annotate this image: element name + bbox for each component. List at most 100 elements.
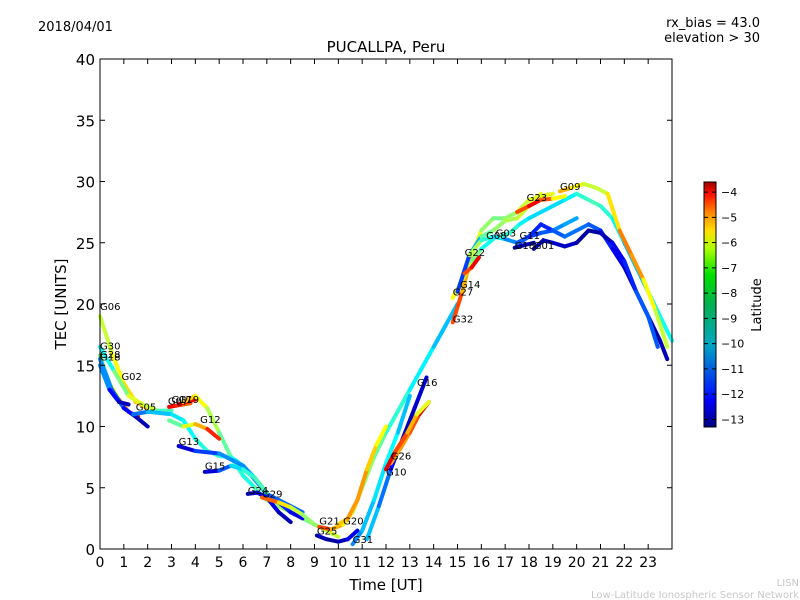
series-segment: [372, 430, 388, 460]
series-segment: [586, 197, 603, 208]
series-segment: [202, 468, 222, 474]
x-tick-label: 4: [191, 555, 200, 571]
satellite-label: G06: [100, 302, 120, 313]
series-g30: [98, 353, 141, 419]
y-tick-label: 5: [85, 480, 95, 498]
colorbar-tick-label: −5: [721, 211, 737, 224]
series-segment: [605, 191, 622, 233]
x-tick-label: 8: [286, 555, 295, 571]
series-segment: [193, 393, 210, 411]
series-segment: [407, 412, 422, 435]
series-segment: [241, 473, 257, 490]
series-g21: [317, 302, 460, 532]
satellite-label: G18: [515, 241, 535, 252]
series-g25: [314, 528, 360, 544]
series-segment: [450, 289, 465, 325]
series-segment: [479, 216, 496, 233]
x-tick-label: 22: [615, 555, 633, 571]
series-segment: [167, 418, 186, 429]
satellite-label: G03: [496, 229, 516, 240]
series-segment: [288, 510, 305, 521]
series-segment: [491, 218, 508, 233]
series-segment: [407, 344, 436, 392]
series-segment: [229, 463, 245, 472]
satellite-label: G24: [248, 486, 268, 497]
x-tick-label: 14: [425, 555, 443, 571]
series-segment: [467, 238, 484, 257]
satellite-label: G15: [205, 461, 225, 472]
series-g15: [202, 463, 269, 495]
series-segment: [133, 414, 150, 429]
series-segment: [324, 528, 341, 539]
series-segment: [109, 351, 126, 386]
colorbar-tick-label: −7: [721, 262, 737, 275]
satellite-label: G13: [179, 437, 199, 448]
series-segment: [176, 444, 198, 453]
series-segment: [550, 194, 567, 201]
series-segment: [364, 504, 381, 542]
series-segment: [98, 357, 114, 392]
series-g10: [384, 400, 431, 472]
series-segment: [276, 500, 293, 510]
series-segment: [217, 451, 245, 468]
series-g13: [176, 444, 305, 521]
series-segment: [522, 240, 536, 248]
x-tick-label: 3: [167, 555, 176, 571]
x-tick-label: 1: [119, 555, 128, 571]
series-segment: [241, 467, 257, 480]
series-segment: [658, 338, 670, 362]
x-tick-label: 23: [639, 555, 657, 571]
series-segment: [557, 185, 574, 194]
colorbar-tick-label: −9: [721, 312, 737, 325]
series-segment: [610, 240, 627, 264]
satellite-label: G26: [391, 452, 411, 463]
series-g18: [512, 240, 536, 250]
series-segment: [550, 197, 567, 208]
series-segment: [469, 246, 484, 264]
series-segment: [550, 228, 567, 239]
series-segment: [131, 409, 150, 417]
series-segment: [350, 528, 365, 547]
series-segment: [617, 228, 634, 257]
x-axis: 0 1 2 3 4 5 6 7 8 9 10 11 12 13 14 15 16 17 18 19 20 21 22 23: [96, 59, 657, 571]
series-segment: [395, 393, 412, 435]
x-tick-label: 13: [401, 555, 419, 571]
series-segment: [515, 204, 531, 215]
series-segment: [98, 344, 117, 374]
series-segment: [205, 426, 222, 441]
x-tick-label: 18: [520, 555, 538, 571]
series-segment: [360, 498, 377, 533]
x-tick-label: 21: [592, 555, 610, 571]
series-segment: [181, 422, 198, 429]
series-segment: [629, 253, 646, 282]
satellite-label: G27: [453, 287, 473, 298]
series-segment: [574, 222, 591, 233]
y-tick-label: 40: [76, 51, 95, 69]
series-segment: [538, 222, 555, 233]
series-segment: [384, 430, 400, 466]
x-tick-label: 2: [143, 555, 152, 571]
x-tick-label: 15: [449, 555, 467, 571]
series-segment: [384, 449, 398, 472]
series-g29: [260, 495, 317, 527]
series-segment: [574, 228, 591, 245]
series-segment: [610, 246, 627, 270]
series-segment: [252, 475, 269, 495]
satellite-label: G32: [453, 314, 473, 325]
series-layer: [98, 181, 674, 547]
series-segment: [586, 228, 603, 235]
series-segment: [107, 387, 122, 404]
watermark-lisn: LISN: [777, 578, 799, 589]
x-tick-label: 16: [472, 555, 490, 571]
satellite-label: G08: [486, 231, 506, 242]
series-segment: [300, 512, 317, 527]
series-g23: [515, 194, 567, 215]
rx-bias-label: rx_bias = 43.0: [666, 16, 760, 31]
series-segment: [581, 181, 598, 190]
x-tick-label: 10: [329, 555, 347, 571]
y-tick-label: 35: [76, 112, 95, 130]
series-segment: [398, 430, 412, 451]
satellite-label: G16: [417, 378, 437, 389]
y-tick-label: 30: [76, 174, 95, 192]
series-segment: [593, 185, 610, 196]
